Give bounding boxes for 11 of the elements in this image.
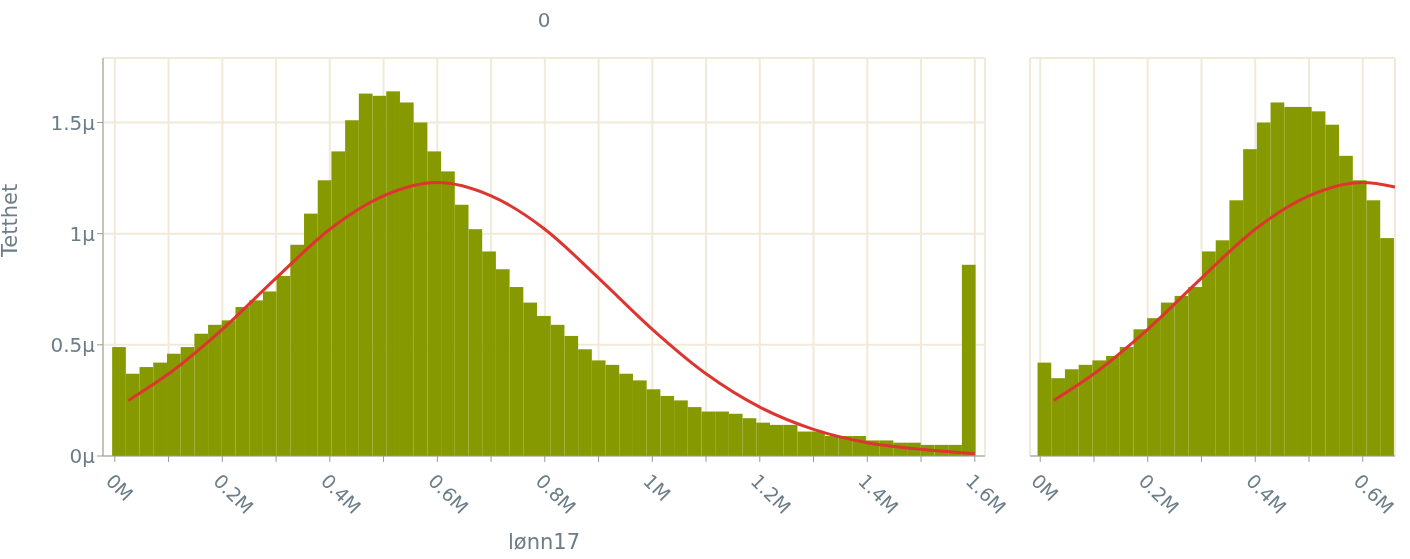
y-axis-title: Tetthet (0, 183, 23, 258)
y-tick-label: 0.5μ (50, 332, 96, 357)
line-series (126, 181, 977, 456)
x-tick-label: 0M (1027, 469, 1063, 506)
x-tick-label: 1M (639, 469, 675, 506)
chart-title: 0 (536, 8, 552, 32)
y-tick-label: 1.5μ (50, 110, 96, 135)
y-tick-label: 1μ (69, 221, 96, 246)
x-axis-title: lønn17 (507, 530, 581, 554)
x-tick-label: 0M (101, 469, 138, 506)
y-tick-label: 0μ (69, 444, 96, 469)
